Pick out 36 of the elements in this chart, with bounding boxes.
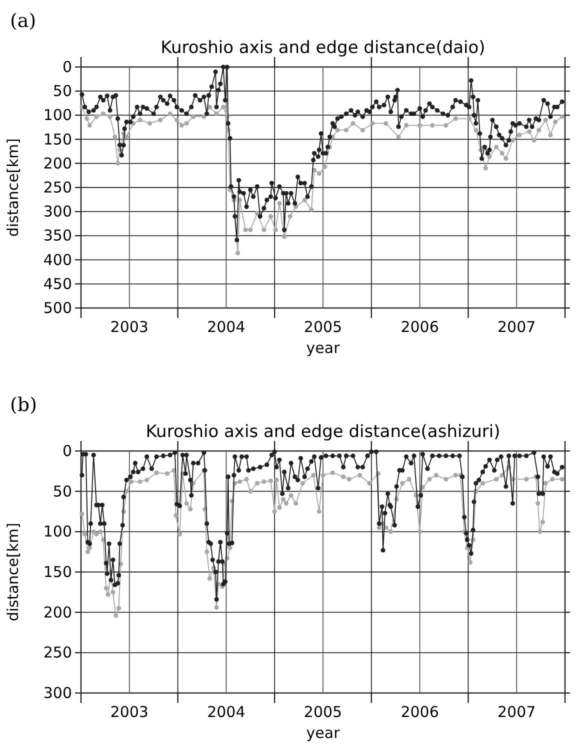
y-tick-label: 100 [43,522,72,541]
x-axis-title: year [306,339,341,357]
y-tick-label: 150 [43,563,72,581]
y-tick-label: 300 [43,202,72,221]
y-tick-label: 150 [43,130,72,148]
x-axis-title: year [306,724,341,742]
y-tick-label: 400 [43,250,72,269]
x-tick-label: 2003 [110,703,148,721]
y-tick-label: 50 [52,82,72,100]
y-tick-label: 100 [43,106,72,124]
y-tick-label: 250 [43,178,72,196]
text: (b) [10,394,37,416]
y-tick-label: 0 [62,442,72,460]
x-tick-label: 2003 [110,318,148,336]
y-tick-label: 50 [52,482,72,500]
x-tick-label: 2005 [304,318,342,336]
text: (a) [10,10,36,32]
y-axis-title: distance[km] [4,522,22,622]
x-tick-label: 2004 [207,318,246,336]
x-tick-label: 2005 [304,703,342,721]
chart-title: Kuroshio axis and edge distance(daio) [160,38,486,58]
x-tick-label: 2004 [207,703,246,721]
y-tick-label: 0 [62,58,72,76]
y-tick-label: 200 [43,154,72,172]
chart-title: Kuroshio axis and edge distance(ashizuri) [146,422,500,442]
x-tick-label: 2006 [400,318,439,336]
y-tick-label: 300 [43,684,72,702]
y-tick-label: 250 [43,644,72,662]
x-tick-label: 2007 [498,703,536,721]
x-tick-label: 2007 [498,318,536,336]
y-axis-title: distance[km] [4,138,22,237]
y-tick-label: 500 [43,299,72,317]
y-tick-label: 200 [43,603,72,622]
y-tick-label: 350 [43,226,72,245]
y-tick-label: 450 [43,274,72,293]
x-tick-label: 2006 [400,703,439,721]
